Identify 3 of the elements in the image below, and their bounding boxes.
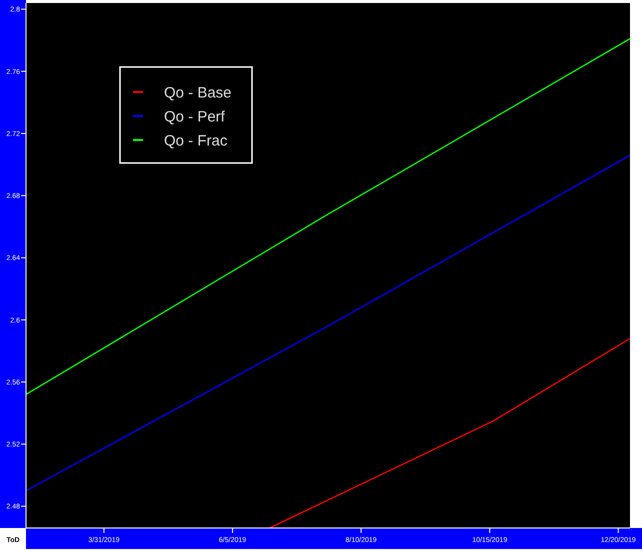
legend-label: Qo - Perf [164,108,226,126]
legend-label: Qo - Base [164,84,232,102]
legend-label: Qo - Frac [164,132,228,150]
